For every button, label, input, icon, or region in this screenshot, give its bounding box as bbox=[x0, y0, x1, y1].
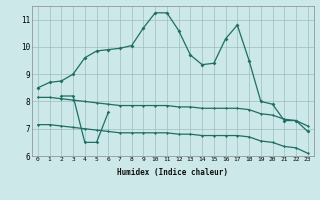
X-axis label: Humidex (Indice chaleur): Humidex (Indice chaleur) bbox=[117, 168, 228, 177]
